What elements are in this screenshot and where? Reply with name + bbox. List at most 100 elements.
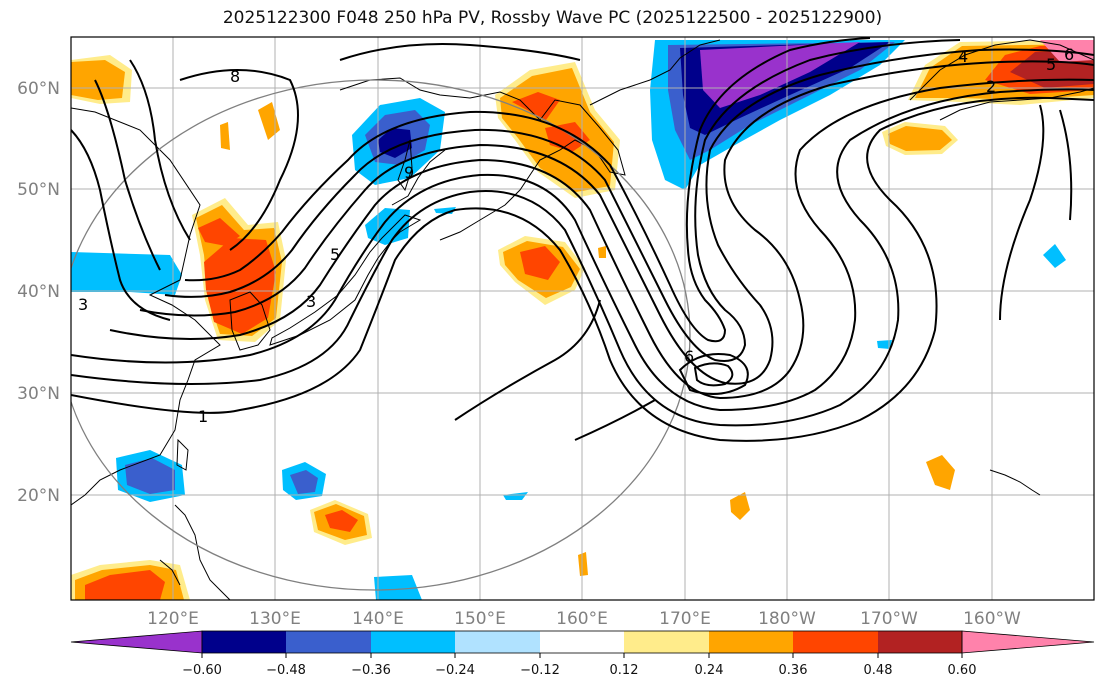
anomaly-blob-positive [220,122,230,150]
colorbar-label: −0.60 [182,663,222,678]
coastline-hawaii [989,469,1041,496]
colorbar-labels: −0.60 −0.48 −0.36 −0.24 −0.12 0.12 0.24 … [182,663,976,678]
lon-label: 170°W [860,609,918,629]
anomaly-blob-positive [926,455,955,490]
colorbar-under-arrow [70,630,203,654]
colorbar-segment [286,631,371,653]
pv-contour [139,48,1094,385]
contour-label: 4 [958,47,968,66]
anomaly-blob-positive [888,126,952,151]
lon-label: 170°E [659,609,711,629]
anomaly-blob-negative [374,575,422,600]
anomaly-blob-positive [71,60,125,100]
contour-label: 3 [306,292,316,311]
pv-contour [71,78,1094,412]
colorbar-segment [878,631,962,653]
colorbar-ticks [201,653,963,658]
colorbar-segment [371,631,455,653]
coastline-korea [229,291,271,351]
pv-contour-1 [71,96,1094,442]
colorbar-over-arrow [961,630,1095,654]
coastline-sakhalin [397,139,413,192]
reference-circle [71,79,691,591]
pv-contour [693,362,734,387]
colorbar-segment [793,631,878,653]
coastline-russia-far-east [339,77,626,241]
colorbar-label: −0.24 [435,663,475,678]
contour-label: 1 [198,407,208,426]
lat-label: 60°N [17,79,60,99]
contour-label: 8 [230,67,240,86]
anomaly-blob-positive [578,552,588,576]
anomaly-blob-positive [204,238,276,334]
contour-label: 3 [78,295,88,314]
colorbar-frame [201,630,963,654]
colorbar: −0.60 −0.48 −0.36 −0.24 −0.12 0.12 0.24 … [70,630,1095,678]
pv-contour [678,353,749,395]
map-area: 8 9 5 3 1 3 6 5 2 6 4 [71,37,1094,600]
contour-label: 9 [404,163,414,182]
pv-contour [164,39,961,362]
pv-contour [339,43,581,61]
anomaly-blob-negative [877,340,892,349]
colorbar-segment [455,631,540,653]
graticule [71,37,1094,600]
lat-label: 50°N [17,180,60,200]
anomaly-blob-negative [71,252,182,295]
lon-label: 120°E [147,609,199,629]
anomaly-blob-positive [598,246,606,258]
lon-label: 160°E [556,609,608,629]
contour-label: 5 [1046,55,1056,74]
anomaly-blob-negative [1043,244,1066,268]
lon-label: 180°W [758,609,816,629]
anomaly-blob-positive [85,570,165,600]
anomaly-blob-negative [365,208,410,245]
anomaly-blob-positive [512,92,560,120]
coastline-taiwan [176,438,189,471]
anomaly-blob-positive [198,218,240,246]
colorbar-segment [540,631,624,653]
longitude-labels: 120°E 130°E 140°E 150°E 160°E 170°E 180°… [147,609,1021,629]
lon-label: 130°E [249,609,301,629]
colorbar-segment [202,631,286,653]
pv-contour [999,104,1073,321]
pv-contour [454,299,656,441]
pv-contour [109,60,1094,400]
pv-contour [184,37,871,343]
pv-contour [71,59,191,321]
lat-label: 30°N [17,384,60,404]
colorbar-label: −0.12 [520,663,560,678]
anomaly-blob-positive [325,510,358,532]
pv-contour [179,69,299,251]
anomaly-blob-negative [125,458,175,494]
lon-label: 150°E [454,609,506,629]
coastlines [71,39,1094,600]
lat-label: 40°N [17,282,60,302]
colorbar-label: 0.24 [695,663,724,678]
lon-label: 160°W [963,609,1021,629]
contour-label: 2 [986,77,996,96]
lat-label: 20°N [17,486,60,506]
contour-label: 6 [684,347,694,366]
anomaly-blob-negative [290,470,318,494]
coastline-kamchatka [589,39,721,106]
colorbar-segment [624,631,709,653]
colorbar-label: 0.48 [864,663,893,678]
contour-label: 5 [330,245,340,264]
map-frame [70,36,1095,601]
contour-label: 6 [1064,45,1074,64]
pv-contour [71,88,1094,427]
latitude-labels: 60°N 50°N 40°N 30°N 20°N [17,79,60,506]
colorbar-label: 0.12 [610,663,639,678]
pv-contours [71,37,1094,442]
colorbar-label: 0.36 [779,663,808,678]
coastline-philippines [159,504,231,600]
colorbar-segment [709,631,793,653]
coastline-east-asia [71,107,221,506]
anomaly-blob-positive [730,492,750,520]
colorbar-label: −0.36 [351,663,391,678]
contour-labels: 8 9 5 3 1 3 6 5 2 6 4 [78,45,1074,426]
lon-label: 140°E [352,609,404,629]
anomaly-blob-negative [503,492,528,500]
